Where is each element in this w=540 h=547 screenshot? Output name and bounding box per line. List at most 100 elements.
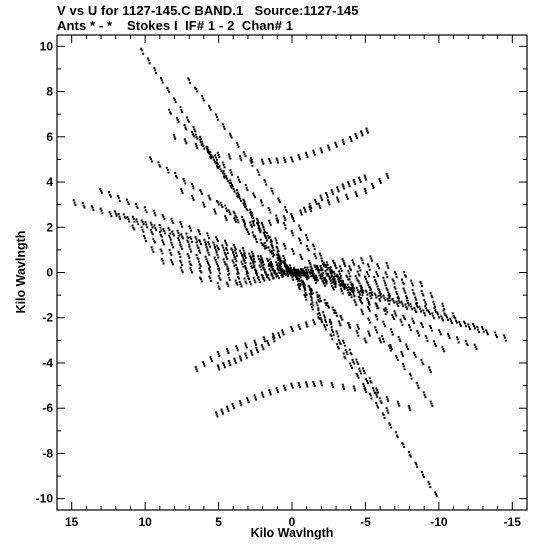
uv-point <box>352 179 355 181</box>
uv-point <box>441 345 444 348</box>
uv-point <box>142 52 145 55</box>
uv-point <box>342 385 345 388</box>
uv-point <box>485 329 488 332</box>
uv-point <box>305 275 308 278</box>
uv-point <box>278 199 281 202</box>
uv-point <box>325 280 328 283</box>
uv-point <box>366 297 369 300</box>
uv-point <box>309 295 312 298</box>
uv-point <box>211 360 213 363</box>
uv-point <box>361 294 364 297</box>
uv-point <box>118 215 121 218</box>
uv-point <box>242 151 245 154</box>
uv-point <box>237 276 240 278</box>
uv-point <box>313 321 315 324</box>
uv-point <box>232 243 235 246</box>
uv-point <box>241 263 244 265</box>
uv-point <box>189 248 192 251</box>
uv-point <box>376 305 379 308</box>
uv-point <box>328 203 331 206</box>
uv-point <box>181 235 184 238</box>
uv-point <box>311 269 314 272</box>
uv-point <box>240 404 243 407</box>
uv-point <box>416 302 419 305</box>
uv-point <box>281 270 284 273</box>
uv-point <box>398 297 400 300</box>
uv-point <box>207 263 210 266</box>
uv-point <box>316 293 319 296</box>
uv-point <box>404 291 407 294</box>
uv-point <box>244 265 246 267</box>
uv-point <box>295 270 298 273</box>
uv-point <box>227 352 230 355</box>
y-tick-label: -6 <box>42 401 53 415</box>
uv-point <box>314 279 317 282</box>
uv-point <box>232 210 235 213</box>
uv-point <box>424 314 427 317</box>
uv-point <box>341 284 344 287</box>
uv-point <box>352 360 355 363</box>
uv-point <box>396 292 399 295</box>
uv-point <box>122 213 125 216</box>
uv-point <box>286 210 288 213</box>
uv-point <box>159 165 162 168</box>
uv-point <box>262 336 265 339</box>
uv-point <box>305 151 307 154</box>
uv-point <box>395 300 398 303</box>
uv-point <box>226 177 228 180</box>
uv-point <box>396 358 399 361</box>
uv-point <box>236 194 239 197</box>
uv-point <box>208 253 211 256</box>
uv-point <box>310 268 313 270</box>
uv-point <box>266 274 269 276</box>
uv-point <box>354 275 357 278</box>
uv-point <box>307 249 310 252</box>
uv-point <box>216 253 219 256</box>
uv-point <box>108 210 111 213</box>
uv-point <box>379 299 382 302</box>
uv-point <box>404 318 407 321</box>
uv-point <box>291 328 293 330</box>
uv-point <box>352 261 355 264</box>
uv-point <box>151 226 154 229</box>
uv-point <box>395 314 398 317</box>
uv-point <box>300 269 303 272</box>
uv-point <box>119 217 122 220</box>
uv-point <box>194 133 197 136</box>
uv-point <box>279 257 282 260</box>
uv-point <box>250 251 253 254</box>
uv-point <box>341 258 344 260</box>
uv-point <box>245 356 248 359</box>
uv-point <box>504 339 507 342</box>
uv-point <box>364 190 367 193</box>
uv-point <box>392 315 395 318</box>
chart-title: V vs U for 1127-145.C BAND.1 Source:1127… <box>57 3 359 18</box>
uv-point <box>413 322 416 325</box>
chart-subtitle: Ants * - * Stokes I IF# 1 - 2 Chan# 1 <box>57 18 294 33</box>
uv-point <box>376 318 379 321</box>
uv-point <box>346 283 349 286</box>
uv-point <box>137 223 140 226</box>
uv-point <box>449 317 452 320</box>
uv-point <box>320 257 323 260</box>
uv-point <box>370 288 372 291</box>
uv-point <box>385 262 388 265</box>
uv-point <box>258 260 261 263</box>
uv-point <box>324 325 326 328</box>
uv-point <box>321 268 324 271</box>
uv-point <box>291 160 294 163</box>
uv-point <box>233 407 235 409</box>
uv-point <box>288 269 290 272</box>
uv-point <box>249 283 252 286</box>
uv-point <box>145 223 148 226</box>
uv-point <box>215 251 218 254</box>
uv-point <box>290 212 293 215</box>
uv-point <box>306 325 309 328</box>
uv-point <box>188 78 191 81</box>
uv-point <box>172 222 175 224</box>
uv-point <box>135 205 138 208</box>
uv-point <box>386 288 389 291</box>
uv-point <box>356 361 359 364</box>
uv-point <box>368 334 371 337</box>
uv-point <box>434 305 437 308</box>
